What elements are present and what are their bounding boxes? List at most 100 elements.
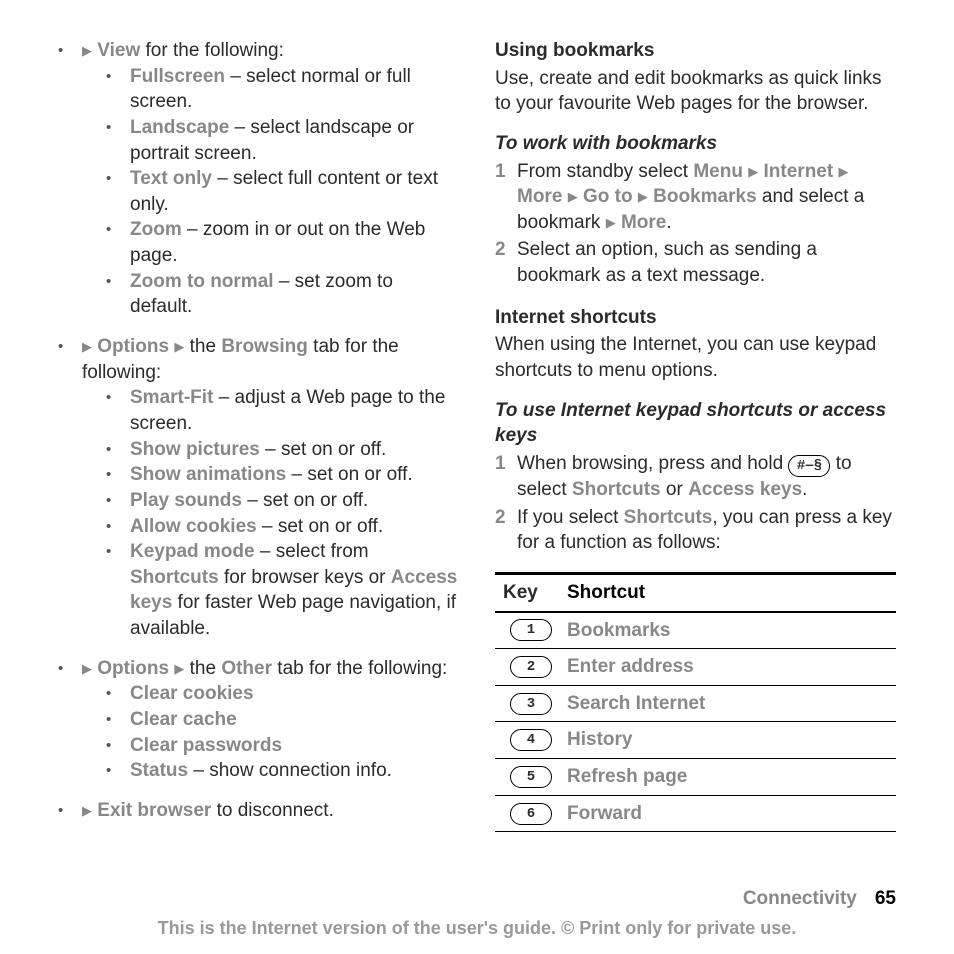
step-row: 2 Select an option, such as sending a bo… [495,237,896,288]
table-header-shortcut: Shortcut [563,580,892,606]
text-fragment: for faster Web page navigation, if avail… [130,592,456,639]
footer-notice: This is the Internet version of the user… [58,916,896,940]
keypad-key-icon: 4 [510,729,552,751]
list-item: •Keypad mode – select from Shortcuts for… [106,539,459,642]
table-row: 5 Refresh page [495,759,896,796]
list-item-body: Text only – select full content or text … [130,166,459,217]
list-item: •Zoom to normal – set zoom to default. [106,269,459,320]
bullet-icon: • [106,166,130,217]
keypad-key-icon: 1 [510,619,552,641]
step-body: Select an option, such as sending a book… [517,237,896,288]
footer-section-name: Connectivity [743,888,857,909]
table-cell-key: 6 [499,803,563,825]
menu-label: Landscape [130,117,229,138]
menu-label: Allow cookies [130,516,257,537]
text-fragment: the [184,658,221,679]
menu-label: Exit browser [97,800,211,821]
menu-label: Menu [693,161,743,182]
arrow-icon: ▶ [638,188,648,206]
text-fragment: – show connection info. [188,760,392,781]
text-fragment: for browser keys or [219,567,391,588]
list-item-options-other: • ▶ Options ▶ the Other tab for the foll… [58,656,459,784]
list-item-body: Zoom to normal – set zoom to default. [130,269,459,320]
table-cell-key: 5 [499,766,563,788]
bullet-icon: • [58,656,82,784]
table-cell-key: 2 [499,656,563,678]
arrow-icon: ▶ [748,163,758,181]
menu-label: Access keys [688,479,802,500]
text-fragment: to disconnect. [211,800,334,821]
bullet-icon: • [58,38,82,320]
list-item: •Clear cookies [106,681,459,707]
heading-use-shortcuts: To use Internet keypad shortcuts or acce… [495,398,896,449]
keypad-key-icon: 6 [510,803,552,825]
step-row: 2 If you select Shortcuts, you can press… [495,505,896,556]
text-fragment: . [666,212,671,233]
list-item-view: • ▶ View for the following: •Fullscreen … [58,38,459,320]
keypad-key-icon: 3 [510,693,552,715]
step-row: 1 When browsing, press and hold #‒§ to s… [495,451,896,503]
table-cell-key: 1 [499,619,563,641]
list-item-body: Clear cookies [130,681,459,707]
menu-label: Text only [130,168,212,189]
list-item-body: Fullscreen – select normal or full scree… [130,64,459,115]
bullet-icon: • [106,217,130,268]
shortcut-table: Key Shortcut 1Bookmarks2Enter address3Se… [495,572,896,832]
heading-work-bookmarks: To work with bookmarks [495,131,896,157]
table-header: Key Shortcut [495,575,896,613]
step-number: 2 [495,505,517,556]
menu-label: View [97,40,140,61]
heading-shortcuts: Internet shortcuts [495,305,896,331]
arrow-icon: ▶ [838,163,848,181]
list-item-body: Zoom – zoom in or out on the Web page. [130,217,459,268]
arrow-icon: ▶ [82,42,92,60]
menu-label: Fullscreen [130,66,225,87]
keypad-key-icon: 5 [510,766,552,788]
text-fragment: the [184,336,221,357]
list-item-body: Allow cookies – set on or off. [130,514,459,540]
menu-label: Options [97,336,169,357]
heading-bookmarks: Using bookmarks [495,38,896,64]
menu-label: Show pictures [130,439,260,460]
menu-label: Zoom [130,219,182,240]
text-fragment: – set on or off. [242,490,368,511]
list-item-body: Keypad mode – select from Shortcuts for … [130,539,459,642]
page-number: 65 [875,888,896,909]
step-number: 2 [495,237,517,288]
table-cell-label: Refresh page [563,764,892,790]
list-item: •Status – show connection info. [106,758,459,784]
text-fragment: If you select [517,507,624,528]
keypad-key-icon: #‒§ [788,455,830,477]
page-footer: Connectivity 65 This is the Internet vers… [58,886,896,940]
table-cell-key: 4 [499,729,563,751]
table-cell-label: Search Internet [563,691,892,717]
step-number: 1 [495,451,517,503]
table-row: 3 Search Internet [495,686,896,723]
table-header-key: Key [499,580,563,606]
menu-label: Status [130,760,188,781]
text-fragment: – set on or off. [260,439,386,460]
table-cell-key: 3 [499,693,563,715]
list-item: •Smart-Fit – adjust a Web page to the sc… [106,385,459,436]
bullet-icon: • [106,733,130,759]
menu-label: Clear cache [130,709,237,730]
arrow-icon: ▶ [174,660,184,678]
list-item-body: Smart-Fit – adjust a Web page to the scr… [130,385,459,436]
text-fragment: – set on or off. [286,464,412,485]
text-fragment: When browsing, press and hold [517,453,788,474]
list-item: •Clear cache [106,707,459,733]
bullet-icon: • [106,539,130,642]
menu-label: Shortcuts [572,479,661,500]
step-body: When browsing, press and hold #‒§ to sel… [517,451,896,503]
menu-label: Keypad mode [130,541,255,562]
menu-label: Internet [764,161,834,182]
arrow-icon: ▶ [82,660,92,678]
list-item: •Landscape – select landscape or portrai… [106,115,459,166]
bullet-icon: • [58,798,82,824]
text-fragment: or [661,479,688,500]
list-item: •Show animations – set on or off. [106,462,459,488]
table-row: 2Enter address [495,649,896,686]
bullet-icon: • [106,758,130,784]
table-cell-label: History [563,727,892,753]
list-item: •Show pictures – set on or off. [106,437,459,463]
